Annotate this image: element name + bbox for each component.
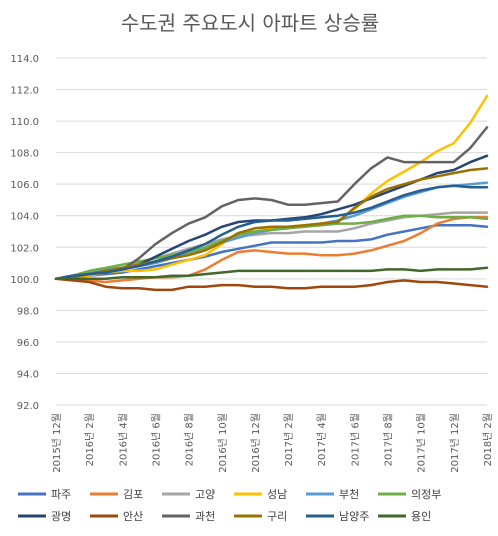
legend-item: 광명: [18, 510, 71, 523]
y-axis-ticks: 92.0 94.0 96.0 98.0 100.0 102.0 104.0 106.0 108.…: [10, 54, 39, 412]
x-tick-label: 2017년 12월: [449, 413, 461, 473]
y-tick-label: 98.0: [17, 306, 39, 317]
legend-label: 김포: [123, 488, 143, 501]
x-tick-label: 2017년 6월: [349, 413, 361, 466]
legend-label: 부천: [339, 487, 359, 501]
series-line-성남: [54, 94, 489, 281]
legend-label: 성남: [267, 488, 287, 501]
legend-item: 의정부: [378, 488, 441, 501]
x-axis-ticks: 2015년 12월 2016년 2월 2016년 4월 2016년 6월 2016년 8…: [51, 413, 494, 473]
x-tick-label: 2016년 8월: [184, 413, 196, 466]
x-tick-label: 2016년 10월: [217, 413, 229, 473]
x-tick-label: 2016년 12월: [250, 413, 262, 473]
x-tick-label: 2017년 2월: [283, 413, 295, 466]
x-tick-label: 2016년 4월: [117, 413, 129, 466]
series-line-구리: [54, 167, 489, 281]
x-tick-label: 2017년 8월: [383, 413, 395, 466]
legend-item: 김포: [90, 488, 143, 501]
chart-title: 수도권 주요도시 아파트 상승률: [121, 11, 379, 35]
series-line-남양주: [54, 184, 489, 281]
legend-item: 용인: [378, 510, 431, 523]
y-tick-label: 108.0: [10, 149, 39, 160]
series-line-김포: [54, 216, 489, 284]
x-tick-label: 2016년 2월: [84, 413, 96, 466]
y-tick-label: 100.0: [10, 275, 39, 286]
x-tick-label: 2017년 10월: [416, 413, 428, 473]
series-line-의정부: [54, 214, 489, 281]
legend-item: 안산: [90, 510, 143, 523]
legend-item: 구리: [234, 510, 287, 523]
legend-label: 용인: [411, 510, 431, 523]
legend-item: 부천: [306, 487, 359, 501]
y-tick-label: 114.0: [10, 54, 39, 65]
y-tick-label: 102.0: [10, 243, 39, 254]
y-tick-label: 104.0: [10, 212, 39, 223]
x-tick-label: 2016년 6월: [150, 413, 162, 466]
series-line-광명: [54, 154, 489, 281]
legend-item: 남양주: [306, 510, 369, 523]
legend-label: 과천: [195, 509, 215, 523]
legend-item: 파주: [18, 488, 71, 501]
legend-label: 고양: [195, 488, 215, 501]
series-line-과천: [54, 126, 489, 281]
y-tick-label: 110.0: [10, 117, 39, 128]
legend-label: 파주: [51, 488, 71, 501]
y-tick-label: 92.0: [17, 401, 39, 412]
x-tick-label: 2015년 12월: [51, 413, 63, 473]
legend-item: 고양: [162, 488, 215, 501]
legend-label: 광명: [51, 510, 71, 523]
series-lines: [54, 94, 489, 292]
y-tick-label: 112.0: [10, 86, 39, 97]
legend-label: 의정부: [411, 488, 441, 501]
legend-label: 구리: [267, 510, 287, 523]
legend-item: 성남: [234, 488, 287, 501]
y-tick-label: 106.0: [10, 180, 39, 191]
legend-label: 안산: [123, 510, 143, 523]
y-tick-label: 96.0: [17, 338, 39, 349]
x-tick-label: 2018년 2월: [482, 413, 494, 466]
x-tick-label: 2017년 4월: [316, 413, 328, 466]
gridlines: [56, 57, 487, 406]
legend-label: 남양주: [339, 510, 369, 523]
series-line-안산: [54, 277, 489, 292]
series-line-용인: [54, 266, 489, 281]
y-tick-label: 94.0: [17, 369, 39, 380]
legend-item: 과천: [162, 509, 215, 523]
